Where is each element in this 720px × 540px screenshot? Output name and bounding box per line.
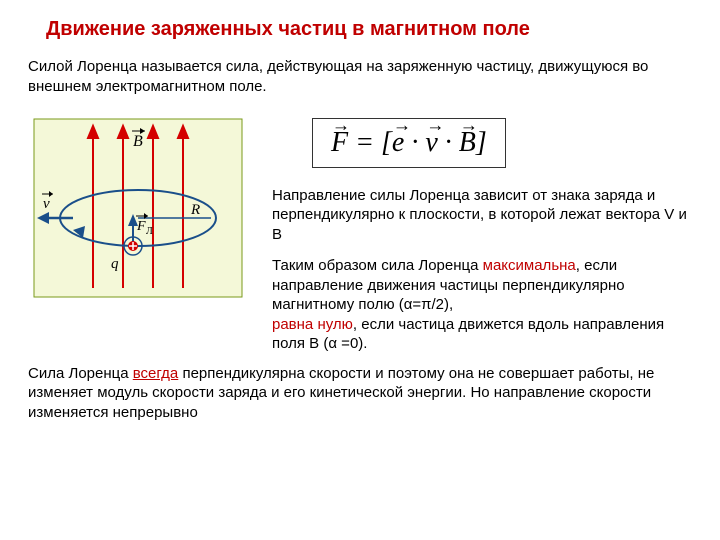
- p2b: максимальна: [483, 257, 576, 274]
- svg-text:q: q: [111, 256, 119, 272]
- para-magnitude: Таким образом сила Лоренца максимальна, …: [272, 256, 692, 354]
- page-title: Движение заряженных частиц в магнитном п…: [46, 18, 692, 41]
- para-perpendicular: Сила Лоренца всегда перпендикулярна скор…: [28, 364, 692, 423]
- intro-text: Силой Лоренца называется сила, действующ…: [28, 57, 692, 98]
- svg-text:F: F: [136, 219, 146, 234]
- svg-text:B: B: [133, 133, 143, 150]
- diagram-container: B R v F Л: [28, 118, 248, 354]
- formula-eq: = [: [355, 127, 392, 158]
- lorentz-diagram: B R v F Л: [33, 118, 243, 298]
- content-row: B R v F Л: [28, 118, 692, 354]
- formula-e: e: [392, 127, 404, 159]
- svg-text:v: v: [43, 196, 50, 212]
- svg-text:Л: Л: [146, 226, 153, 237]
- text-column: F = [e · v · B] Направление силы Лоренца…: [272, 118, 692, 354]
- formula-B: B: [459, 127, 476, 159]
- p3b: всегда: [133, 365, 179, 382]
- p2a: Таким образом сила Лоренца: [272, 257, 483, 274]
- svg-text:R: R: [190, 202, 200, 218]
- formula-v: v: [425, 127, 437, 159]
- p3a: Сила Лоренца: [28, 365, 133, 382]
- formula: F = [e · v · B]: [312, 118, 506, 168]
- p2d: равна нулю: [272, 316, 353, 333]
- para-direction: Направление силы Лоренца зависит от знак…: [272, 186, 692, 245]
- formula-F: F: [331, 127, 348, 159]
